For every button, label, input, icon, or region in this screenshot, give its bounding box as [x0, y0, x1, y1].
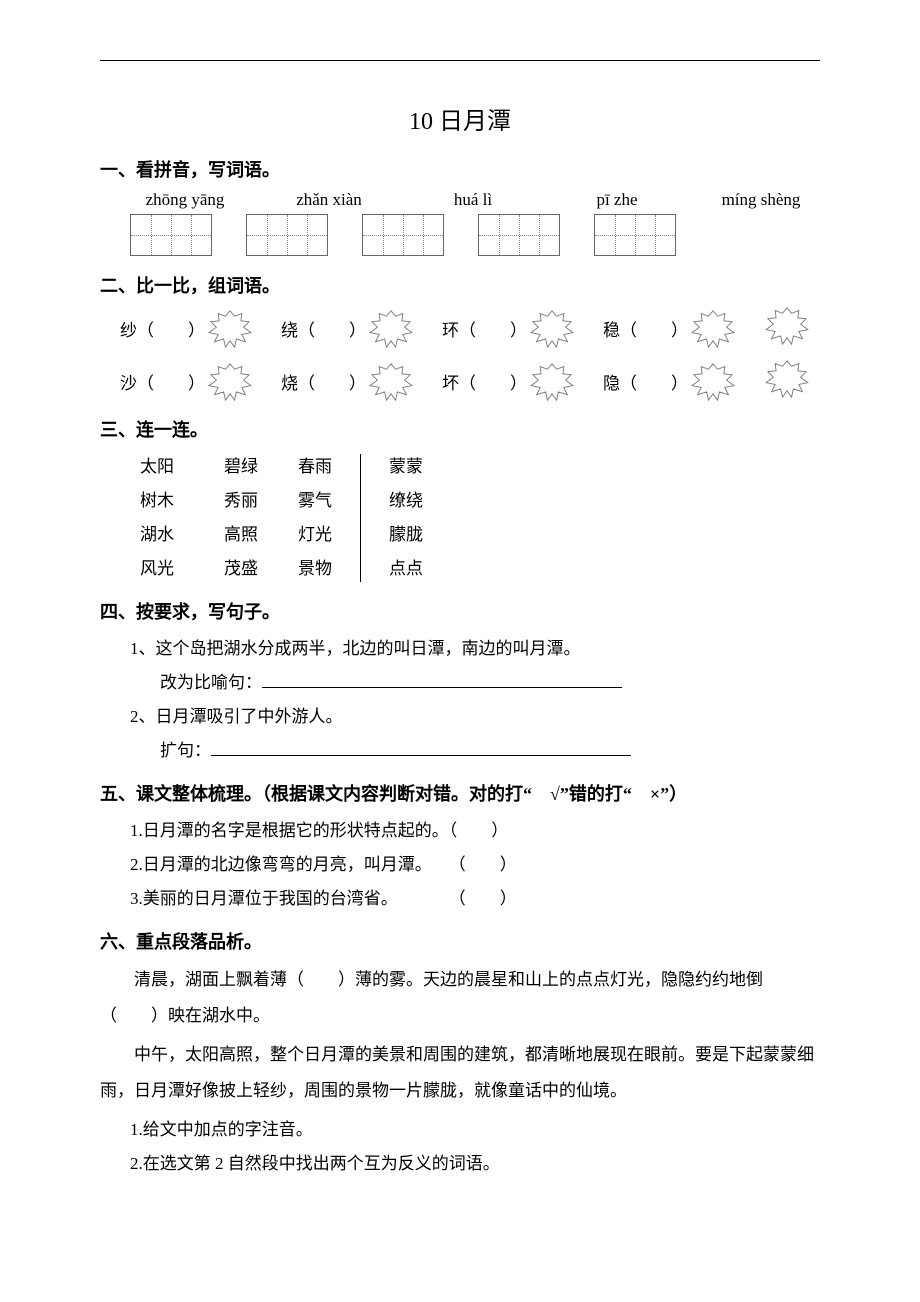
- sec6-header: 六、重点段落品析。: [100, 928, 820, 954]
- sec4-q2-prompt: 扩句：: [160, 734, 820, 768]
- sec2-header: 二、比一比，组词语。: [100, 272, 820, 298]
- compare-word: 坏（ ）: [442, 369, 527, 394]
- sec6-p2: 中午，太阳高照，整个日月潭的美景和周围的建筑，都清晰地展现在眼前。要是下起蒙蒙细…: [100, 1037, 820, 1108]
- match-item: 秀丽: [224, 484, 258, 518]
- match-item: 景物: [298, 552, 332, 586]
- write-box[interactable]: [478, 214, 560, 256]
- match-item: 湖水: [140, 518, 174, 552]
- pinyin-1: zhōng yāng: [130, 190, 240, 210]
- sec5-item: 3.美丽的日月潭位于我国的台湾省。 （ ）: [130, 882, 820, 916]
- match-colD: 蒙蒙 缭绕 朦胧 点点: [389, 450, 423, 586]
- sec5-item: 2.日月潭的北边像弯弯的月亮，叫月潭。 （ ）: [130, 848, 820, 882]
- pinyin-2: zhǎn xiàn: [274, 190, 384, 210]
- leaf-icon: [368, 309, 414, 349]
- leaf-icon: [764, 359, 810, 399]
- sec6-p1: 清晨，湖面上飘着薄（ ）薄的雾。天边的晨星和山上的点点灯光，隐隐约约地倒（ ）映…: [100, 962, 820, 1033]
- match-item: 茂盛: [224, 552, 258, 586]
- compare-word: 烧（ ）: [281, 369, 366, 394]
- match-colC: 春雨 雾气 灯光 景物: [298, 450, 332, 586]
- worksheet-page: 10 日月潭 一、看拼音，写词语。 zhōng yāng zhǎn xiàn h…: [0, 0, 920, 1221]
- sec4-q1: 1、这个岛把湖水分成两半，北边的叫日潭，南边的叫月潭。: [130, 632, 820, 666]
- pinyin-row: zhōng yāng zhǎn xiàn huá lì pī zhe míng …: [130, 190, 820, 210]
- match-divider: [360, 454, 361, 582]
- sec1-header: 一、看拼音，写词语。: [100, 156, 820, 182]
- match-item: 蒙蒙: [389, 450, 423, 484]
- match-colA: 太阳 树木 湖水 风光: [140, 450, 174, 586]
- match-item: 点点: [389, 552, 423, 586]
- pinyin-3: huá lì: [418, 190, 528, 210]
- leaf-icon: [690, 362, 736, 402]
- sec4-q2-prompt-text: 扩句：: [160, 741, 211, 760]
- match-item: 碧绿: [224, 450, 258, 484]
- sec4-q1-prompt: 改为比喻句：: [160, 666, 820, 700]
- sec3-header: 三、连一连。: [100, 416, 820, 442]
- match-item: 树木: [140, 484, 174, 518]
- match-item: 雾气: [298, 484, 332, 518]
- leaf-icon: [207, 362, 253, 402]
- match-item: 灯光: [298, 518, 332, 552]
- answer-line[interactable]: [262, 687, 622, 688]
- match-item: 春雨: [298, 450, 332, 484]
- sec6-q1: 1.给文中加点的字注音。: [130, 1113, 820, 1147]
- match-item: 高照: [224, 518, 258, 552]
- match-colB: 碧绿 秀丽 高照 茂盛: [224, 450, 258, 586]
- sec4-q1-prompt-text: 改为比喻句：: [160, 673, 262, 692]
- leaf-pair: 烧（ ）: [281, 362, 414, 402]
- top-rule: [100, 60, 820, 61]
- leaf-pair: 沙（ ）: [120, 362, 253, 402]
- leaf-trailing: [764, 306, 810, 351]
- compare-word: 环（ ）: [442, 316, 527, 341]
- leaf-pair: 环（ ）: [442, 309, 575, 349]
- match-item: 缭绕: [389, 484, 423, 518]
- sec5-header: 五、课文整体梳理。（根据课文内容判断对错。对的打“ √”错的打“ ×”）: [100, 780, 820, 806]
- leaf-icon: [764, 306, 810, 346]
- compare-word: 隐（ ）: [603, 369, 688, 394]
- sec4-header: 四、按要求，写句子。: [100, 598, 820, 624]
- write-box[interactable]: [130, 214, 212, 256]
- pinyin-5: míng shèng: [706, 190, 816, 210]
- page-title: 10 日月潭: [100, 101, 820, 136]
- leaf-pair: 隐（ ）: [603, 362, 736, 402]
- match-grid: 太阳 树木 湖水 风光 碧绿 秀丽 高照 茂盛 春雨 雾气 灯光 景物 蒙蒙 缭…: [140, 450, 820, 586]
- write-box[interactable]: [362, 214, 444, 256]
- match-item: 太阳: [140, 450, 174, 484]
- match-item: 朦胧: [389, 518, 423, 552]
- compare-word: 绕（ ）: [281, 316, 366, 341]
- compare-word: 纱（ ）: [120, 316, 205, 341]
- write-boxes-row: [130, 214, 820, 256]
- compare-word: 稳（ ）: [603, 316, 688, 341]
- leaf-icon: [529, 309, 575, 349]
- leaf-icon: [207, 309, 253, 349]
- leaf-row: 沙（ ） 烧（ ） 坏（ ） 隐（ ）: [120, 359, 820, 404]
- match-item: 风光: [140, 552, 174, 586]
- leaf-row: 纱（ ） 绕（ ） 环（ ） 稳（ ）: [120, 306, 820, 351]
- sec6-q2: 2.在选文第 2 自然段中找出两个互为反义的词语。: [130, 1147, 820, 1181]
- write-box[interactable]: [246, 214, 328, 256]
- leaf-pair: 稳（ ）: [603, 309, 736, 349]
- leaf-pair: 坏（ ）: [442, 362, 575, 402]
- leaf-pair: 纱（ ）: [120, 309, 253, 349]
- leaf-icon: [690, 309, 736, 349]
- leaf-icon: [529, 362, 575, 402]
- leaf-icon: [368, 362, 414, 402]
- sec5-item: 1.日月潭的名字是根据它的形状特点起的。（ ）: [130, 814, 820, 848]
- leaf-pair: 绕（ ）: [281, 309, 414, 349]
- write-box[interactable]: [594, 214, 676, 256]
- leaf-trailing: [764, 359, 810, 404]
- answer-line[interactable]: [211, 755, 631, 756]
- pinyin-4: pī zhe: [562, 190, 672, 210]
- compare-word: 沙（ ）: [120, 369, 205, 394]
- sec4-q2: 2、日月潭吸引了中外游人。: [130, 700, 820, 734]
